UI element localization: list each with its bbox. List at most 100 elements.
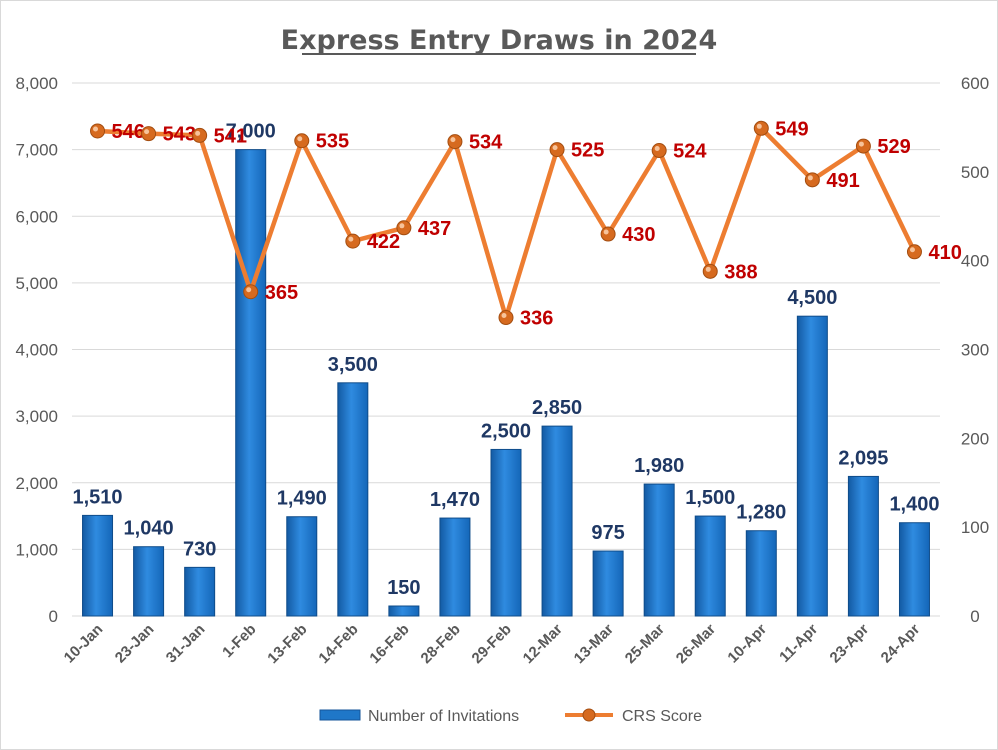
crs-data-label: 430 [622,224,655,246]
y-left-tick-label: 1,000 [15,540,58,559]
y-right-tick-label: 500 [961,163,989,182]
crs-data-label: 365 [265,282,298,304]
y-left-tick-label: 6,000 [15,207,58,226]
crs-point [447,134,463,150]
bar-data-label: 1,490 [277,488,327,510]
left-axis-ticks: 0 1,000 2,000 3,000 4,000 5,000 6,000 7,000 8,00… [15,74,58,626]
bar-invitations [847,475,879,617]
crs-data-label: 541 [214,125,247,147]
x-tick-label: 16-Feb [366,621,412,667]
bar-data-label: 730 [183,538,216,560]
crs-point-highlight [195,130,201,136]
crs-data-label: 535 [316,131,349,153]
crs-data-label: 549 [775,118,808,140]
x-tick-label: 1-Feb [219,621,259,661]
legend-swatch-invitations [319,709,361,721]
crs-point [90,123,106,139]
crs-point [600,226,616,242]
legend-swatch-crs-marker [582,708,596,722]
x-tick-label: 13-Feb [264,621,310,667]
crs-point [345,233,361,249]
bar-invitations [745,530,777,617]
bar-invitations [286,516,318,617]
x-tick-label: 12-Mar [520,621,566,667]
bar-data-label: 2,850 [532,397,582,419]
bar-data-label: 1,040 [124,518,174,540]
x-tick-label: 25-Mar [622,621,668,667]
crs-data-label: 388 [724,261,757,283]
bar-invitations [694,515,726,617]
legend-label-invitations: Number of Invitations [368,708,519,725]
bar-data-label: 1,470 [430,489,480,511]
crs-point-highlight [552,145,558,151]
crs-point-highlight [297,136,303,142]
x-tick-label: 23-Jan [112,621,158,667]
crs-point [498,310,514,326]
crs-point-highlight [501,313,507,319]
crs-data-label: 437 [418,218,451,240]
chart-title: Express Entry Draws in 2024 [281,25,718,56]
bar-data-label: 3,500 [328,354,378,376]
x-tick-label: 10-Apr [725,621,771,667]
gridlines [72,82,940,617]
crs-data-label: 422 [367,231,400,253]
crs-data-label: 529 [877,136,910,158]
right-axis-ticks: 0 100 200 300 400 500 600 [961,74,989,626]
bar-invitations [541,425,573,617]
bar-data-label: 1,980 [634,455,684,477]
bar-invitations [643,483,675,617]
y-right-tick-label: 400 [961,252,989,271]
crs-point-highlight [450,137,456,143]
crs-point [651,143,667,159]
x-tick-label: 29-Feb [469,621,515,667]
crs-data-label: 336 [520,308,553,330]
bar-data-label: 2,500 [481,420,531,442]
x-tick-label: 14-Feb [315,621,361,667]
bar-invitations [592,550,624,617]
bar-invitations [337,382,369,617]
bar-invitations [133,546,165,617]
bar-data-label: 1,400 [889,494,939,516]
crs-point-highlight [246,287,252,293]
crs-line: 546 543 541 365 535 422 437 534 336 525 430 524 388 5… [90,118,962,330]
crs-point-highlight [654,146,660,152]
crs-point-highlight [603,229,609,235]
bar-invitations [796,315,828,617]
x-tick-label: 24-Apr [878,621,924,667]
crs-point-highlight [858,141,864,147]
bar-data-label: 1,280 [736,502,786,524]
bar-data-label: 975 [591,522,624,544]
bar-data-label: 150 [387,577,420,599]
y-right-tick-label: 300 [961,341,989,360]
bar-data-label: 2,095 [838,447,888,469]
y-left-tick-label: 7,000 [15,141,58,160]
crs-data-label: 524 [673,141,707,163]
crs-point [294,133,310,149]
crs-point-highlight [399,223,405,229]
crs-data-label: 525 [571,140,604,162]
bar-invitations [235,149,267,617]
y-right-tick-label: 600 [961,74,989,93]
crs-point [702,263,718,279]
x-tick-label: 31-Jan [163,621,209,667]
x-tick-label: 10-Jan [61,621,107,667]
crs-point-highlight [144,129,150,135]
crs-point [804,172,820,188]
legend: Number of Invitations CRS Score [319,708,702,725]
crs-data-label: 534 [469,132,503,154]
bar-data-label: 1,510 [72,486,122,508]
y-left-tick-label: 5,000 [15,274,58,293]
bar-data-label: 4,500 [787,287,837,309]
y-left-tick-label: 4,000 [15,341,58,360]
crs-data-label: 410 [928,242,961,264]
crs-point-highlight [756,123,762,129]
y-right-tick-label: 0 [970,607,979,626]
bar-invitations [184,566,216,617]
y-left-tick-label: 2,000 [15,474,58,493]
crs-point-highlight [348,236,354,242]
crs-point [396,220,412,236]
crs-point-highlight [705,266,711,272]
bar-data-label: 1,500 [685,487,735,509]
